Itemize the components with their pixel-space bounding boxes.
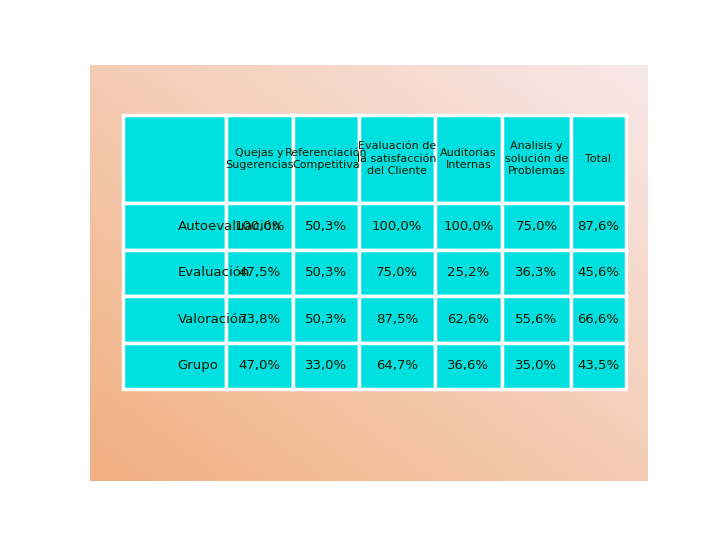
Text: 64,7%: 64,7% bbox=[376, 359, 418, 373]
Text: Analisis y
solución de
Problemas: Analisis y solución de Problemas bbox=[505, 141, 568, 176]
Text: 25,2%: 25,2% bbox=[447, 266, 490, 279]
Bar bbox=[571, 249, 626, 296]
Bar bbox=[571, 296, 626, 342]
Text: 100,0%: 100,0% bbox=[372, 220, 423, 233]
Text: Evaluación de
la satisfacción
del Cliente: Evaluación de la satisfacción del Client… bbox=[357, 141, 437, 176]
Bar bbox=[292, 342, 359, 389]
Bar bbox=[226, 114, 292, 203]
Text: 55,6%: 55,6% bbox=[516, 313, 557, 326]
Text: Valoración: Valoración bbox=[178, 313, 247, 326]
Bar bbox=[571, 114, 626, 203]
Bar bbox=[124, 114, 226, 203]
Bar bbox=[226, 296, 292, 342]
Text: 43,5%: 43,5% bbox=[577, 359, 619, 373]
Text: Referenciación
Competitiva: Referenciación Competitiva bbox=[284, 147, 367, 170]
Bar bbox=[292, 249, 359, 296]
Text: 87,5%: 87,5% bbox=[376, 313, 418, 326]
Bar bbox=[292, 296, 359, 342]
Bar bbox=[436, 114, 502, 203]
Bar bbox=[124, 203, 226, 249]
Text: Quejas y
Sugerencias: Quejas y Sugerencias bbox=[225, 147, 294, 170]
Text: 75,0%: 75,0% bbox=[376, 266, 418, 279]
Text: 47,0%: 47,0% bbox=[238, 359, 281, 373]
Text: 50,3%: 50,3% bbox=[305, 220, 347, 233]
Bar bbox=[124, 342, 226, 389]
Bar bbox=[436, 249, 502, 296]
Text: 87,6%: 87,6% bbox=[577, 220, 619, 233]
Bar bbox=[359, 203, 436, 249]
Bar bbox=[226, 249, 292, 296]
Bar bbox=[292, 114, 359, 203]
Text: 33,0%: 33,0% bbox=[305, 359, 347, 373]
Bar bbox=[124, 249, 226, 296]
Bar bbox=[359, 249, 436, 296]
Text: 62,6%: 62,6% bbox=[447, 313, 490, 326]
Bar bbox=[571, 342, 626, 389]
Text: 73,8%: 73,8% bbox=[238, 313, 281, 326]
Text: 47,5%: 47,5% bbox=[238, 266, 281, 279]
Bar bbox=[502, 296, 571, 342]
Text: Autoevaluación: Autoevaluación bbox=[178, 220, 281, 233]
Bar bbox=[226, 342, 292, 389]
Bar bbox=[502, 342, 571, 389]
Text: Grupo: Grupo bbox=[178, 359, 219, 373]
Text: Total: Total bbox=[585, 154, 611, 164]
Text: 36,3%: 36,3% bbox=[516, 266, 557, 279]
Bar bbox=[502, 114, 571, 203]
Bar bbox=[502, 249, 571, 296]
Text: Evaluación: Evaluación bbox=[178, 266, 250, 279]
Bar bbox=[124, 296, 226, 342]
Text: 36,6%: 36,6% bbox=[447, 359, 490, 373]
Text: 100,0%: 100,0% bbox=[234, 220, 284, 233]
Bar bbox=[359, 114, 436, 203]
Text: 75,0%: 75,0% bbox=[516, 220, 557, 233]
Bar bbox=[571, 203, 626, 249]
Text: 50,3%: 50,3% bbox=[305, 313, 347, 326]
Text: Auditorias
Internas: Auditorias Internas bbox=[440, 147, 497, 170]
Bar bbox=[226, 203, 292, 249]
Bar bbox=[436, 203, 502, 249]
Bar bbox=[436, 342, 502, 389]
Text: 66,6%: 66,6% bbox=[577, 313, 619, 326]
Text: 35,0%: 35,0% bbox=[516, 359, 557, 373]
Bar bbox=[436, 296, 502, 342]
Bar bbox=[359, 296, 436, 342]
Bar bbox=[359, 342, 436, 389]
Text: 45,6%: 45,6% bbox=[577, 266, 619, 279]
Bar bbox=[502, 203, 571, 249]
Text: 50,3%: 50,3% bbox=[305, 266, 347, 279]
Text: 100,0%: 100,0% bbox=[444, 220, 494, 233]
Bar bbox=[292, 203, 359, 249]
